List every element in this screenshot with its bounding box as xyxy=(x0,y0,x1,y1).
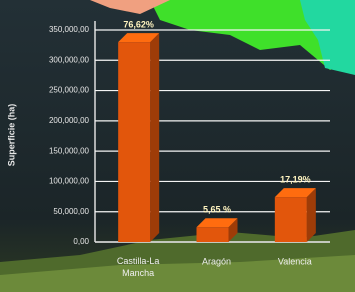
y-axis-label: Superficie (ha) xyxy=(6,104,16,167)
y-tick-label: 100,000,00 xyxy=(49,177,90,186)
bar xyxy=(275,188,316,242)
value-label: 5,65 % xyxy=(203,205,231,215)
chart: Superficie (ha) 0,00 50,000,00 100,000,00 1… xyxy=(0,0,355,292)
y-tick-label: 0,00 xyxy=(73,237,89,246)
y-tick-label: 350,000,00 xyxy=(49,25,90,34)
bar-front xyxy=(275,197,307,242)
bar xyxy=(118,33,159,242)
bar-side xyxy=(307,188,316,242)
bar xyxy=(197,218,238,242)
bar-front xyxy=(118,42,150,242)
y-tick-label: 200,000,00 xyxy=(49,116,90,125)
value-label: 17,19% xyxy=(280,175,311,185)
value-label: 76,62% xyxy=(123,19,154,29)
y-tick-label: 150,000,00 xyxy=(49,146,90,155)
x-tick-label: Valencia xyxy=(278,256,312,266)
bar-front xyxy=(197,227,229,242)
x-tick-label: Aragón xyxy=(202,256,231,266)
y-tick-label: 250,000,00 xyxy=(49,86,90,95)
y-tick-label: 300,000,00 xyxy=(49,55,90,64)
bar-side xyxy=(150,33,159,242)
y-tick-label: 50,000,00 xyxy=(53,207,89,216)
